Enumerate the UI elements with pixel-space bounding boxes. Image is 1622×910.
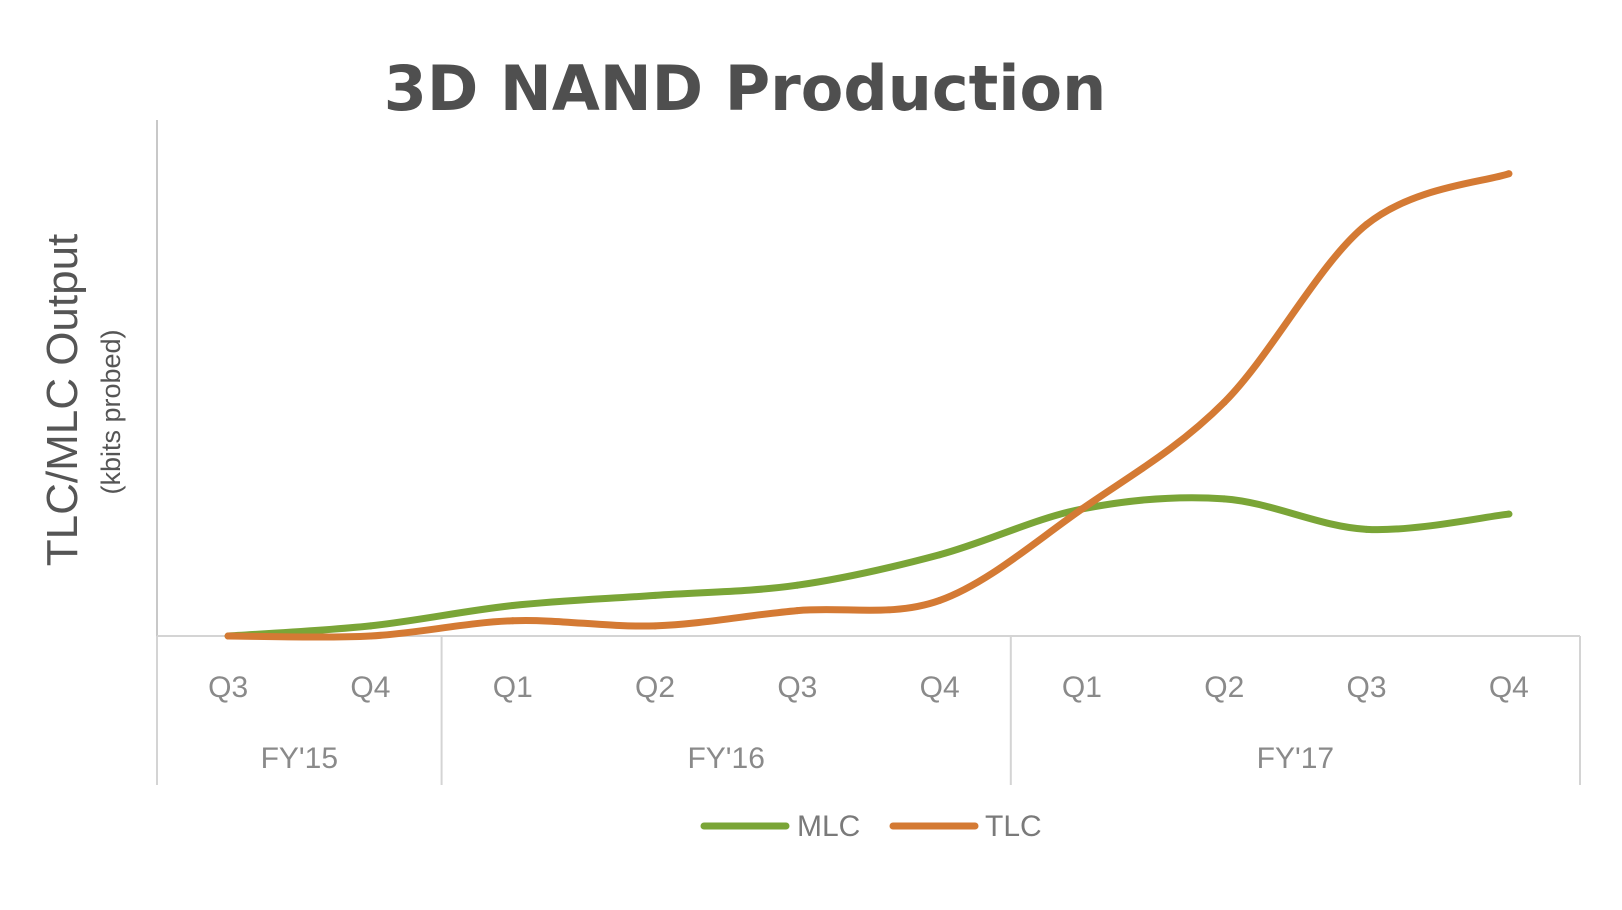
data-point-tlc — [366, 632, 374, 640]
data-point-mlc — [793, 581, 801, 589]
x-tick-label: Q2 — [635, 671, 675, 704]
legend: MLC TLC — [700, 810, 1042, 843]
series-lines — [224, 170, 1513, 641]
data-point-mlc — [936, 551, 944, 559]
data-point-tlc — [936, 596, 944, 604]
data-point-tlc — [509, 617, 517, 625]
series-line-tlc — [224, 170, 1513, 641]
data-point-tlc — [1220, 398, 1228, 406]
x-tick-label: Q4 — [920, 671, 960, 704]
x-group-label: FY'17 — [1257, 742, 1334, 775]
legend-label: TLC — [985, 810, 1042, 843]
x-tick-labels: Q3 Q4 Q1 Q2 Q3 Q4 Q1 Q2 Q3 Q4 — [208, 671, 1529, 704]
x-tick-label: Q1 — [493, 671, 533, 704]
series-line-mlc — [224, 494, 1513, 640]
x-group-labels: FY'15 FY'16 FY'17 — [261, 742, 1335, 775]
data-point-tlc — [1078, 505, 1086, 513]
data-point-mlc — [1220, 495, 1228, 503]
x-group-label: FY'15 — [261, 742, 338, 775]
x-tick-label: Q4 — [1489, 671, 1529, 704]
y-axis-sublabel: (kbits probed) — [96, 329, 126, 494]
data-point-mlc — [1363, 525, 1371, 533]
data-point-tlc — [1363, 221, 1371, 229]
data-point-tlc — [224, 632, 232, 640]
data-point-tlc — [651, 622, 659, 630]
data-point-mlc — [1505, 510, 1513, 518]
x-tick-label: Q3 — [1347, 671, 1387, 704]
data-point-tlc — [793, 607, 801, 615]
y-axis-label-group: TLC/MLC Output (kbits probed) — [38, 234, 126, 567]
x-group-label: FY'16 — [687, 742, 764, 775]
data-point-tlc — [1505, 170, 1513, 178]
data-point-mlc — [366, 622, 374, 630]
chart-title: 3D NAND Production — [384, 52, 1107, 125]
data-point-mlc — [651, 591, 659, 599]
legend-label: MLC — [797, 810, 860, 843]
x-tick-label: Q1 — [1062, 671, 1102, 704]
x-tick-label: Q2 — [1204, 671, 1244, 704]
x-tick-label: Q3 — [777, 671, 817, 704]
x-tick-label: Q3 — [208, 671, 248, 704]
x-tick-label: Q4 — [350, 671, 390, 704]
y-axis-label: TLC/MLC Output — [38, 234, 87, 567]
data-point-mlc — [509, 602, 517, 610]
